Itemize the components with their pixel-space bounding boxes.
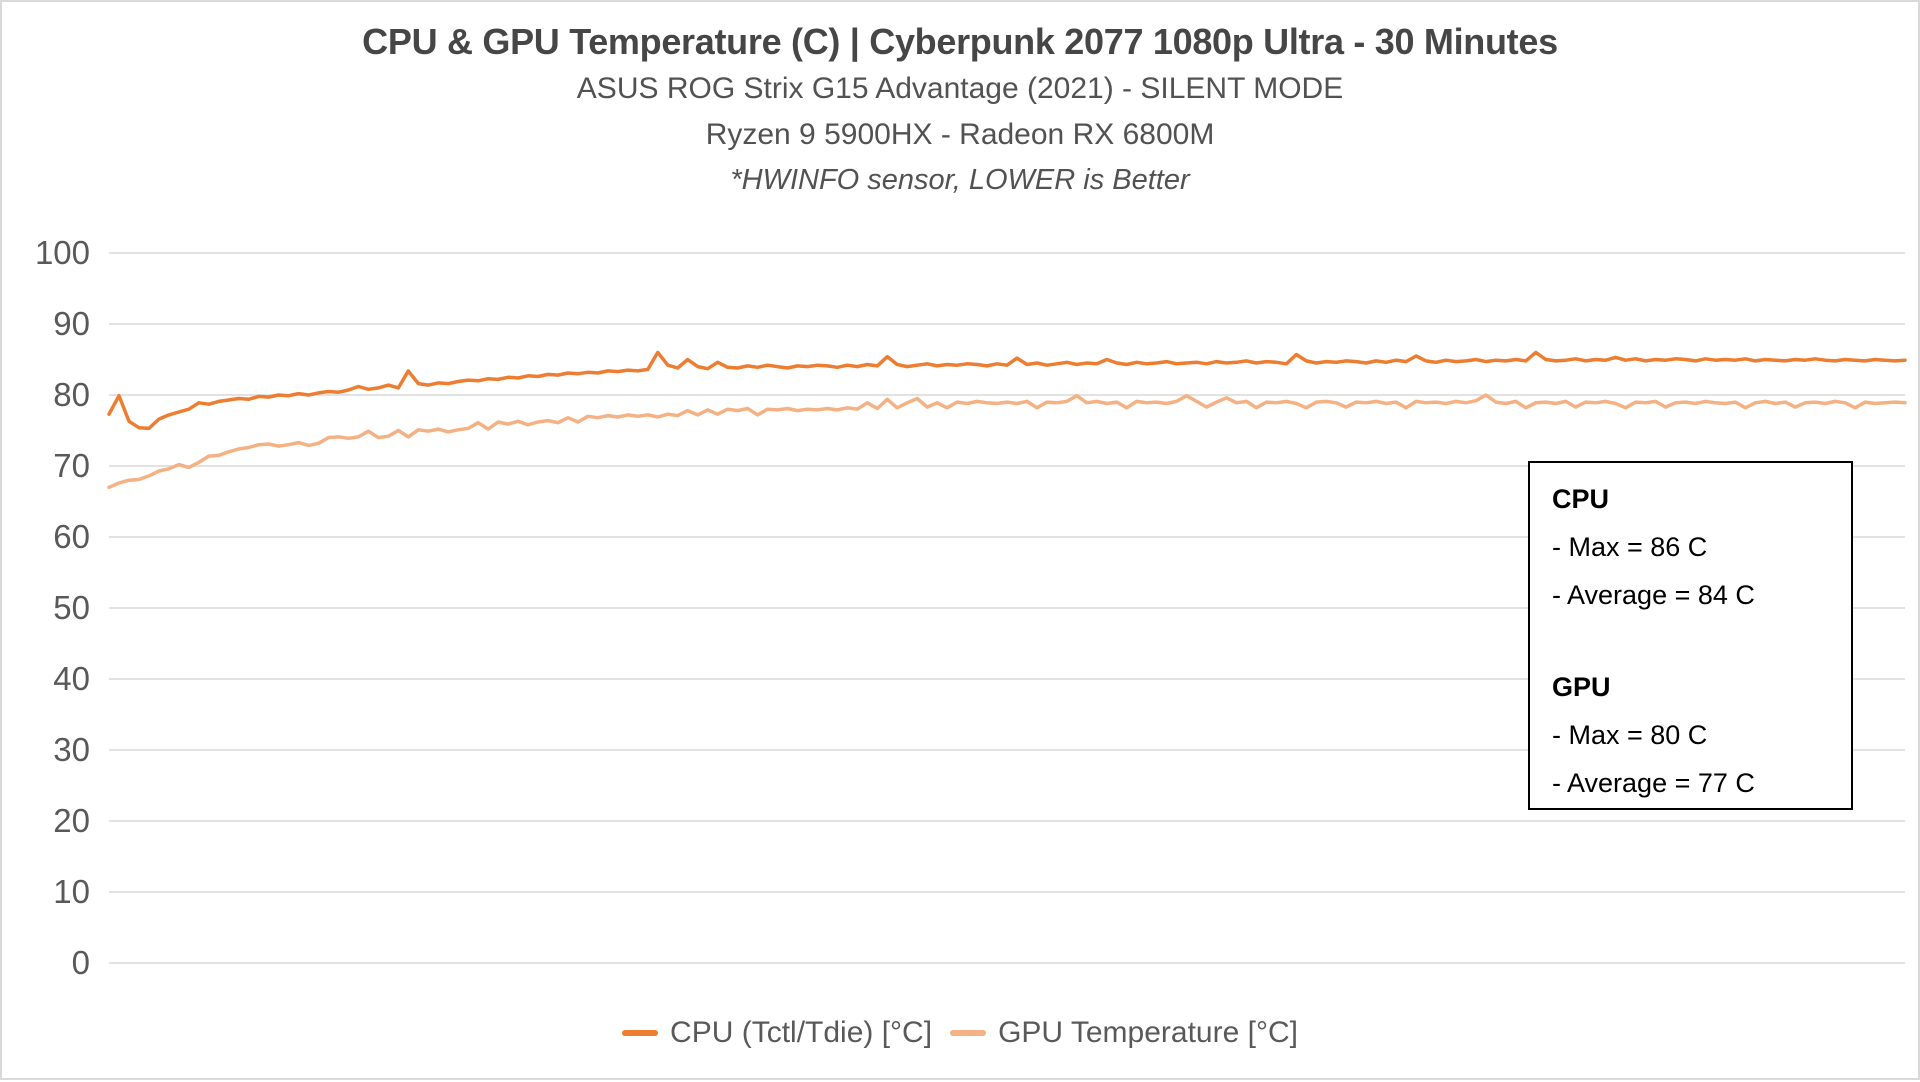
y-axis-tick-label: 20 <box>53 802 90 839</box>
annotation-cpu-heading: CPU <box>1552 484 1610 514</box>
chart-subtitle-system: ASUS ROG Strix G15 Advantage (2021) - SI… <box>576 72 1344 105</box>
y-axis-tick-label: 10 <box>53 873 90 910</box>
gpu-temperature-line <box>107 393 1907 490</box>
chart-subtitle-hardware: Ryzen 9 5900HX - Radeon RX 6800M <box>705 118 1215 151</box>
y-axis-tick-label: 0 <box>72 944 90 981</box>
legend-item-gpu: GPU Temperature [°C] <box>950 1016 1298 1050</box>
legend-label-cpu: CPU (Tctl/Tdie) [°C] <box>670 1016 933 1049</box>
y-axis-tick-label: 40 <box>53 660 90 697</box>
cpu-series-dash-icon <box>622 1030 659 1036</box>
chart-legend: CPU (Tctl/Tdie) [°C] GPU Temperature [°C… <box>2 1016 1918 1050</box>
y-axis-tick-label: 30 <box>53 731 90 768</box>
annotation-gpu-heading: GPU <box>1552 672 1611 702</box>
chart-title: CPU & GPU Temperature (C) | Cyberpunk 20… <box>362 21 1558 62</box>
annotation-cpu-max: - Max = 86 C <box>1552 532 1708 562</box>
chart-subtitle-note: *HWINFO sensor, LOWER is Better <box>730 164 1190 196</box>
y-axis-tick-label: 80 <box>53 376 90 413</box>
y-axis-tick-label: 90 <box>53 305 90 342</box>
y-axis-tick-label: 50 <box>53 589 90 626</box>
y-axis-tick-label: 70 <box>53 447 90 484</box>
legend-label-gpu: GPU Temperature [°C] <box>998 1016 1298 1049</box>
annotation-cpu-average: - Average = 84 C <box>1552 580 1755 610</box>
annotation-spacer <box>1552 619 1851 663</box>
stats-annotation-box: CPU - Max = 86 C - Average = 84 C GPU - … <box>1528 461 1853 810</box>
y-axis-tick-label: 100 <box>35 234 90 271</box>
chart-header: CPU & GPU Temperature (C) | Cyberpunk 20… <box>2 18 1918 202</box>
annotation-gpu-max: - Max = 80 C <box>1552 720 1708 750</box>
legend-item-cpu: CPU (Tctl/Tdie) [°C] <box>622 1016 932 1050</box>
gpu-series-dash-icon <box>950 1030 987 1036</box>
cpu-temperature-line <box>107 350 1907 431</box>
annotation-gpu-average: - Average = 77 C <box>1552 768 1755 798</box>
y-axis-tick-label: 60 <box>53 518 90 555</box>
